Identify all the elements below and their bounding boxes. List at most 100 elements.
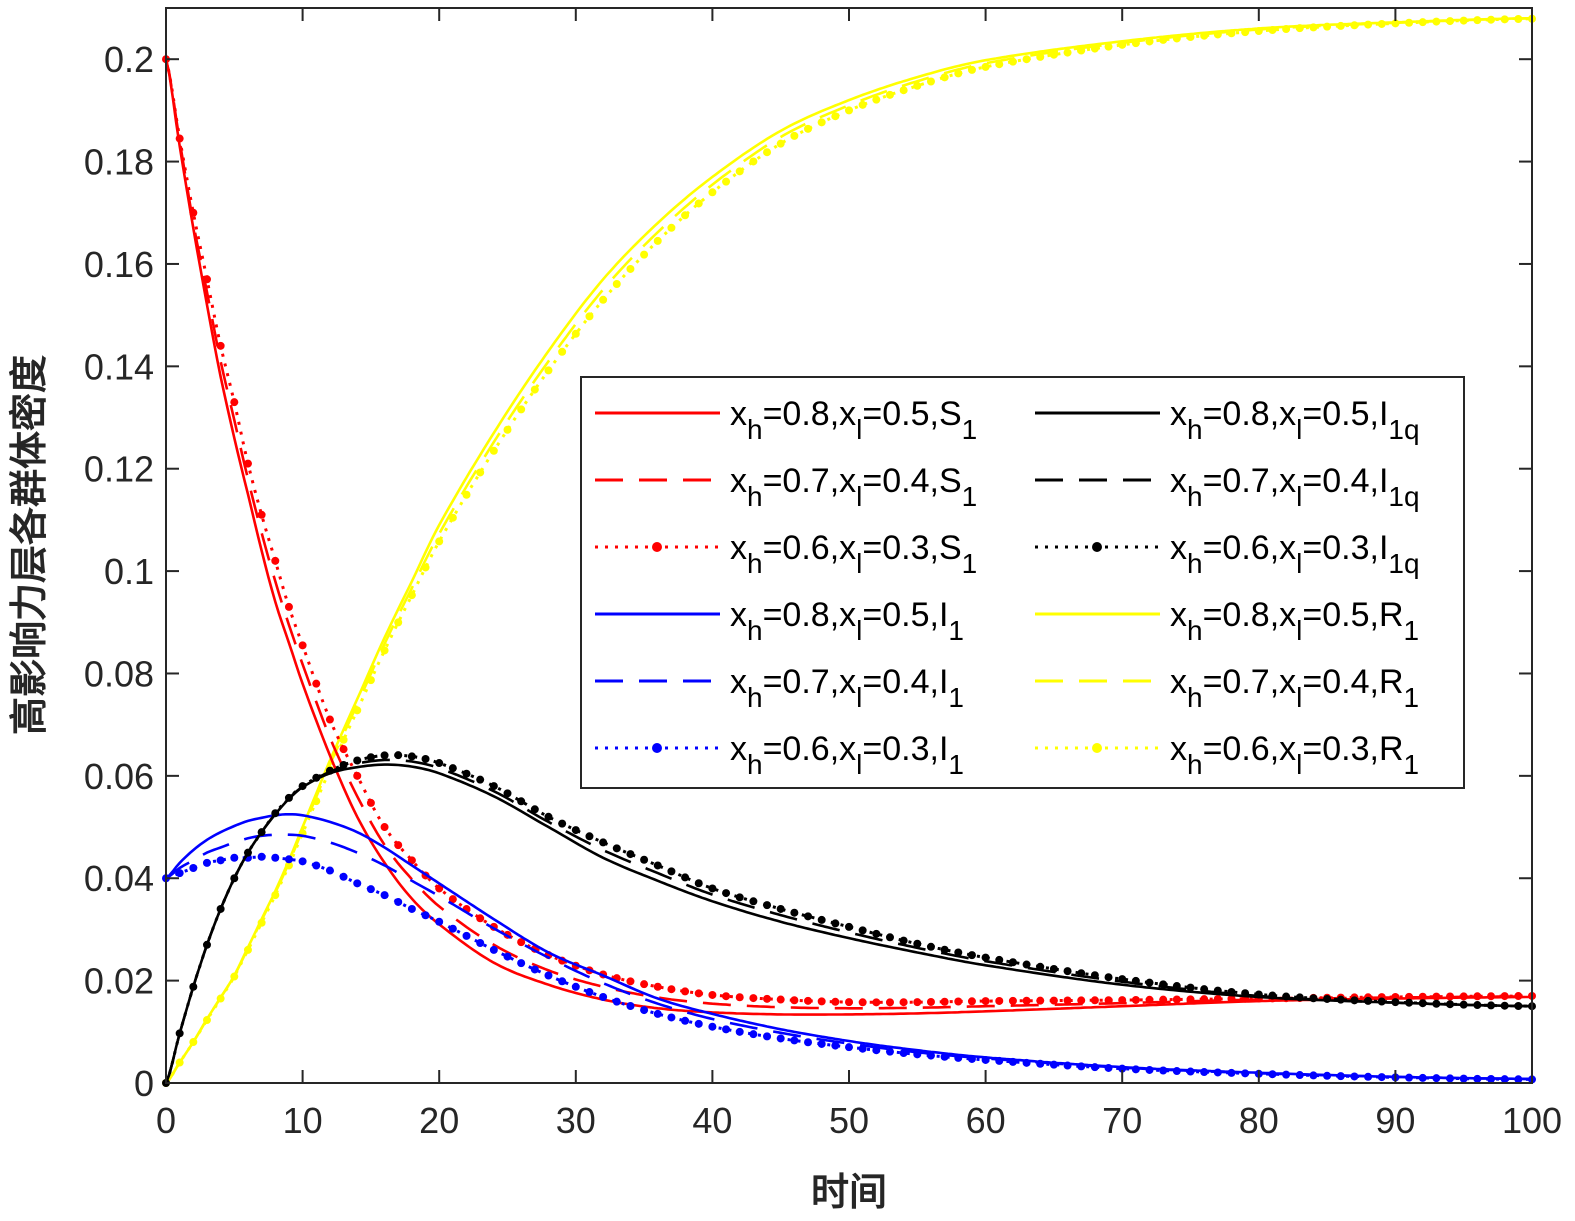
data-point-marker xyxy=(298,782,307,791)
data-point-marker xyxy=(1104,42,1113,51)
data-point-marker xyxy=(885,933,894,942)
data-point-marker xyxy=(831,997,840,1006)
x-tick-label: 40 xyxy=(692,1100,732,1141)
data-point-marker xyxy=(1241,989,1250,998)
data-point-marker xyxy=(284,861,293,870)
data-point-marker xyxy=(1090,996,1099,1005)
data-point-marker xyxy=(831,919,840,928)
data-point-marker xyxy=(681,211,690,220)
data-point-marker xyxy=(1200,995,1209,1004)
data-point-marker xyxy=(722,889,731,898)
x-tick-label: 50 xyxy=(829,1100,869,1141)
data-point-marker xyxy=(503,425,512,434)
series-x-h-0-7-x-l-0-4-i-1 xyxy=(165,833,1532,1081)
x-tick-label: 90 xyxy=(1375,1100,1415,1141)
data-point-marker xyxy=(913,939,922,948)
y-axis-label: 高影响力层各群体密度 xyxy=(6,355,51,735)
data-point-marker xyxy=(1295,993,1304,1002)
data-point-marker xyxy=(995,60,1004,69)
data-point-marker xyxy=(1405,1073,1414,1082)
x-tick-label: 30 xyxy=(556,1100,596,1141)
data-point-marker xyxy=(1487,1075,1496,1084)
data-point-marker xyxy=(1227,29,1236,38)
data-point-marker xyxy=(1295,24,1304,33)
series-line xyxy=(164,753,1532,1084)
data-point-marker xyxy=(1500,1075,1509,1084)
data-point-marker xyxy=(926,942,935,951)
data-point-marker xyxy=(189,864,198,872)
data-point-marker xyxy=(708,1022,717,1031)
data-point-marker xyxy=(1172,34,1181,43)
data-point-marker xyxy=(1500,1001,1509,1010)
data-point-marker xyxy=(298,641,307,650)
data-point-marker xyxy=(722,1025,731,1034)
data-point-marker xyxy=(1336,1072,1345,1081)
data-point-marker xyxy=(1500,992,1509,1001)
x-tick-label: 0 xyxy=(156,1100,176,1141)
data-point-marker xyxy=(216,856,225,865)
data-point-marker xyxy=(681,987,690,996)
data-point-marker xyxy=(1377,997,1386,1006)
data-point-marker xyxy=(1473,1001,1482,1010)
data-point-marker xyxy=(1090,1063,1099,1072)
data-point-marker xyxy=(435,917,444,926)
data-point-marker xyxy=(1131,1065,1140,1074)
data-point-marker xyxy=(298,857,307,866)
data-point-marker xyxy=(1036,996,1045,1005)
data-point-marker xyxy=(284,602,293,611)
data-point-marker xyxy=(1350,1072,1359,1081)
data-point-marker xyxy=(585,832,594,841)
data-point-marker xyxy=(804,124,813,133)
data-point-marker xyxy=(1036,962,1045,971)
data-point-marker xyxy=(667,867,676,876)
data-point-marker xyxy=(353,771,362,780)
data-point-marker xyxy=(1309,23,1318,32)
data-point-marker xyxy=(749,157,758,166)
data-point-marker xyxy=(1432,1074,1441,1083)
data-point-marker xyxy=(1022,996,1031,1005)
data-point-marker xyxy=(708,884,717,893)
data-point-marker xyxy=(462,490,471,499)
series-line xyxy=(165,833,1532,1081)
data-point-marker xyxy=(899,1049,908,1058)
data-point-marker xyxy=(394,841,403,850)
legend-box xyxy=(580,376,1465,789)
data-point-marker xyxy=(1159,1066,1168,1075)
data-point-marker xyxy=(845,1043,853,1052)
data-point-marker xyxy=(380,646,389,655)
y-tick-label: 0.2 xyxy=(104,39,154,80)
data-point-marker xyxy=(899,936,908,945)
data-point-marker xyxy=(1364,996,1373,1005)
series-x-h-0-6-x-l-0-3-i-1 xyxy=(162,852,1536,1084)
data-point-marker xyxy=(640,250,649,259)
data-point-marker xyxy=(790,1036,799,1045)
data-point-marker xyxy=(312,861,321,870)
data-point-marker xyxy=(175,134,184,143)
data-point-marker xyxy=(1350,996,1359,1005)
data-point-marker xyxy=(845,106,853,115)
legend-marker xyxy=(652,542,662,552)
data-point-marker xyxy=(845,922,853,931)
data-point-marker xyxy=(858,998,867,1007)
data-point-marker xyxy=(517,797,526,806)
data-point-marker xyxy=(940,997,949,1006)
data-point-marker xyxy=(380,823,389,832)
legend-marker xyxy=(652,743,662,753)
legend-label: xh​=0.8,xl​=0.5,S1​ xyxy=(730,395,977,445)
data-point-marker xyxy=(558,977,567,986)
data-point-marker xyxy=(1186,983,1195,992)
legend-item: xh​=0.6,xl​=0.3,S1​ xyxy=(595,529,977,579)
data-point-marker xyxy=(1145,37,1154,46)
data-point-marker xyxy=(571,329,580,338)
data-point-marker xyxy=(763,994,772,1003)
y-tick-label: 0.16 xyxy=(84,244,154,285)
data-point-marker xyxy=(1459,1000,1468,1009)
data-point-marker xyxy=(626,977,635,986)
data-point-marker xyxy=(1063,1061,1072,1070)
data-point-marker xyxy=(1336,21,1345,30)
legend-item: xh​=0.8,xl​=0.5,R1​ xyxy=(1035,596,1419,646)
data-point-marker xyxy=(571,826,580,835)
data-point-marker xyxy=(1213,995,1222,1004)
data-point-marker xyxy=(1487,992,1496,1001)
data-point-marker xyxy=(1418,999,1427,1008)
